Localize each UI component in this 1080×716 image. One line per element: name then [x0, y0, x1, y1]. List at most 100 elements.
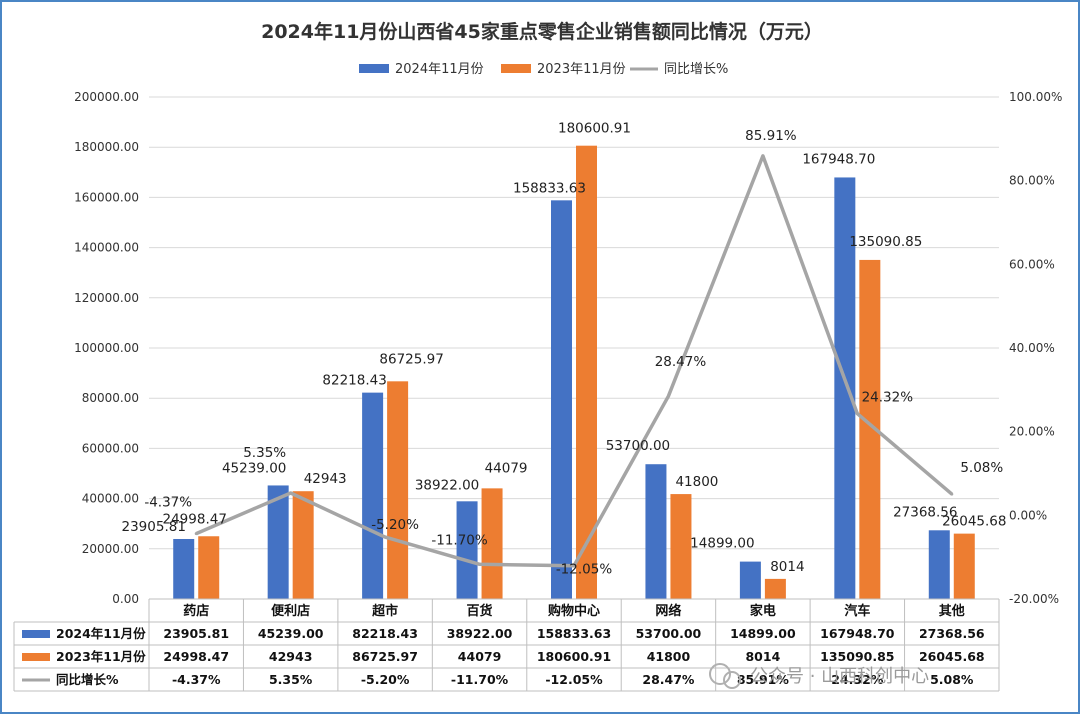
table-row-header: 2024年11月份 — [56, 626, 146, 641]
table-key-swatch — [22, 630, 50, 638]
table-cell: 5.08% — [930, 672, 974, 687]
line-data-label: 5.08% — [960, 460, 1003, 476]
table-cell: 8014 — [745, 649, 780, 664]
right-axis-tick: 20.00% — [1009, 425, 1055, 439]
table-cell: 167948.70 — [820, 626, 895, 641]
growth-point — [289, 491, 293, 495]
bar-data-label: 14899.00 — [690, 536, 754, 552]
category-label: 百货 — [467, 603, 493, 619]
bar-data-label: 45239.00 — [222, 460, 286, 476]
table-row-header: 2023年11月份 — [56, 649, 146, 664]
table-cell: 23905.81 — [163, 626, 229, 641]
category-label: 购物中心 — [548, 603, 600, 619]
table-cell: -4.37% — [172, 672, 221, 687]
legend-label-line: 同比增长% — [664, 62, 728, 77]
left-axis-tick: 0.00 — [112, 592, 139, 606]
bar-data-label: 167948.70 — [802, 151, 875, 167]
table-cell: -12.05% — [545, 672, 603, 687]
table-cell: 158833.63 — [537, 626, 611, 641]
bar-data-label: 82218.43 — [322, 373, 386, 389]
left-axis-tick: 200000.00 — [74, 90, 139, 104]
left-axis-tick: 120000.00 — [74, 291, 139, 305]
bar-data-label: 135090.85 — [849, 234, 922, 250]
category-label: 网络 — [655, 603, 681, 619]
table-row-header: 同比增长% — [56, 672, 119, 687]
left-axis-tick: 160000.00 — [74, 190, 139, 204]
left-axis-tick: 180000.00 — [74, 140, 139, 154]
line-data-label: -11.70% — [431, 532, 488, 548]
bar-2023 — [953, 533, 975, 599]
legend-label-1: 2024年11月份 — [395, 62, 484, 77]
chart-title: 2024年11月份山西省45家重点零售企业销售额同比情况（万元） — [261, 20, 823, 43]
bar-data-label: 86725.97 — [379, 351, 443, 367]
bar-2024 — [551, 200, 572, 600]
table-cell: 135090.85 — [820, 649, 894, 664]
legend-swatch-2 — [501, 64, 531, 73]
bar-2023 — [859, 259, 881, 599]
table-cell: 45239.00 — [258, 626, 324, 641]
bar-data-label: 24998.47 — [163, 511, 227, 527]
growth-point — [761, 154, 765, 158]
bar-2023 — [481, 488, 503, 599]
bar-2024 — [456, 501, 478, 599]
line-data-label: 5.35% — [243, 445, 286, 461]
bar-data-label: 26045.68 — [942, 514, 1006, 530]
growth-point — [383, 535, 387, 539]
table-cell: 82218.43 — [352, 626, 418, 641]
legend-label-2: 2023年11月份 — [537, 62, 626, 77]
table-cell: 85.91% — [737, 672, 790, 687]
bar-2023 — [198, 536, 220, 599]
right-axis-tick: 80.00% — [1009, 174, 1055, 188]
bar-data-label: 44079 — [485, 460, 528, 476]
table-cell: 41800 — [647, 649, 691, 664]
table-key-swatch — [22, 653, 50, 661]
bar-2024 — [362, 392, 384, 599]
growth-point — [666, 394, 670, 398]
table-cell: -11.70% — [451, 672, 509, 687]
bar-2024 — [834, 177, 856, 599]
line-data-label: 24.32% — [862, 390, 914, 406]
bar-2024 — [267, 485, 289, 599]
bar-data-label: 180600.91 — [558, 121, 631, 137]
line-data-label: -12.05% — [556, 562, 613, 578]
category-label: 便利店 — [271, 603, 310, 619]
table-cell: 38922.00 — [447, 626, 513, 641]
right-axis-tick: 40.00% — [1009, 341, 1055, 355]
legend-swatch-1 — [359, 64, 389, 73]
left-axis-tick: 140000.00 — [74, 241, 139, 255]
bar-data-label: 42943 — [304, 471, 347, 487]
bar-2023 — [387, 381, 409, 599]
watermark-text: 公众号 · 山西科创中心 — [750, 666, 929, 687]
table-cell: 42943 — [269, 649, 313, 664]
table-cell: 44079 — [458, 649, 502, 664]
bar-2024 — [739, 561, 761, 599]
left-axis-tick: 40000.00 — [82, 492, 139, 506]
bar-2023 — [670, 494, 692, 599]
left-axis-tick: 80000.00 — [82, 391, 139, 405]
bar-data-label: 8014 — [770, 559, 804, 575]
table-cell: 26045.68 — [919, 649, 985, 664]
table-cell: -5.20% — [361, 672, 410, 687]
right-axis-tick: 100.00% — [1009, 90, 1062, 104]
line-data-label: 28.47% — [655, 354, 707, 370]
table-cell: 28.47% — [642, 672, 695, 687]
bar-2023 — [764, 578, 786, 599]
table-cell: 24998.47 — [163, 649, 229, 664]
line-data-label: 85.91% — [745, 128, 797, 144]
bar-2024 — [173, 538, 195, 599]
line-data-label: -5.20% — [371, 517, 419, 533]
category-label: 超市 — [372, 603, 398, 619]
growth-point — [478, 562, 482, 566]
table-cell: 180600.91 — [537, 649, 611, 664]
bar-data-label: 38922.00 — [415, 477, 479, 493]
category-label: 家电 — [750, 603, 776, 619]
left-axis-tick: 20000.00 — [82, 542, 139, 556]
bar-2024 — [645, 464, 667, 599]
table-cell: 86725.97 — [352, 649, 418, 664]
bar-data-label: 41800 — [675, 474, 718, 490]
bar-data-label: 23905.81 — [122, 519, 186, 535]
table-cell: 24.32% — [831, 672, 884, 687]
bar-2024 — [928, 530, 950, 599]
